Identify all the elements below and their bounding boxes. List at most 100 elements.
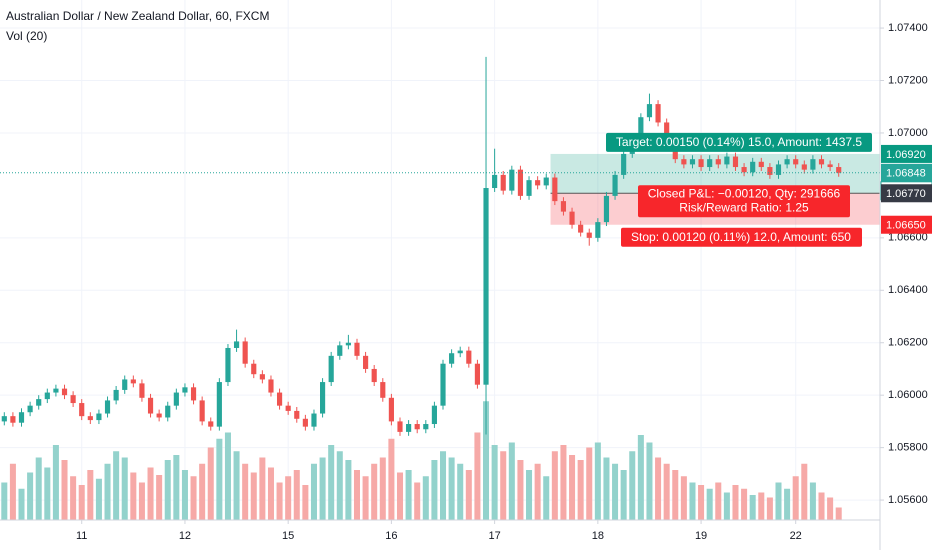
volume-bar: [27, 472, 34, 520]
candle-body: [1, 416, 7, 422]
x-tick-label: 16: [385, 530, 397, 542]
volume-bar: [35, 457, 42, 520]
candle-body: [233, 341, 240, 348]
volume-bar: [560, 445, 567, 520]
candle-body: [741, 167, 747, 173]
volume-bar: [95, 478, 102, 520]
candle-body: [715, 159, 721, 165]
volume-bar: [190, 476, 197, 520]
volume-bar: [758, 492, 765, 520]
candle-body: [793, 159, 799, 165]
volume-bar: [388, 438, 395, 520]
candle-body: [276, 392, 283, 406]
candle-body: [70, 395, 76, 404]
volume-bar: [199, 463, 206, 520]
candle-body: [535, 180, 541, 186]
volume-bar: [775, 482, 782, 520]
candle-body: [397, 421, 403, 432]
pnl-label-box: [638, 185, 850, 218]
candle-body: [543, 177, 549, 186]
volume-bar: [766, 497, 773, 520]
volume-bar: [474, 432, 481, 520]
candle-body: [655, 104, 661, 123]
ratio-label: Risk/Reward Ratio: 1.25: [679, 200, 809, 214]
candle-body: [345, 342, 351, 346]
volume-bar: [663, 463, 670, 520]
volume-bar: [276, 482, 283, 520]
candle-body: [621, 153, 627, 175]
volume-bar: [216, 438, 223, 520]
volume-bar: [646, 442, 653, 520]
volume-bar: [207, 447, 214, 520]
volume-bar: [78, 485, 85, 520]
candle-body: [689, 159, 696, 165]
y-tick-label: 1.05800: [888, 442, 928, 454]
candle-body: [363, 355, 369, 369]
volume-bar: [569, 455, 576, 520]
candle-body: [414, 424, 420, 430]
pnl-label: Closed P&L: −0.00120, Qty: 291666: [648, 186, 841, 200]
y-tick-label: 1.06400: [888, 284, 928, 296]
volume-bar: [603, 457, 610, 520]
volume-bar: [310, 463, 317, 520]
candle-body: [337, 345, 343, 356]
candle-body: [173, 392, 179, 406]
target-price: 1.06920: [886, 149, 926, 161]
candle-body: [681, 159, 687, 165]
chart-title: Australian Dollar / New Zealand Dollar, …: [6, 9, 269, 23]
volume-bar: [267, 467, 274, 520]
volume-bar: [164, 460, 171, 520]
volume-bar: [577, 460, 584, 520]
candle-body: [526, 180, 532, 196]
candle-body: [775, 164, 782, 175]
x-tick-label: 12: [179, 530, 191, 542]
volume-bar: [371, 463, 378, 520]
candle-body: [423, 424, 429, 430]
volume-bar: [500, 451, 507, 520]
volume-bar: [173, 455, 180, 520]
volume-bar: [448, 457, 455, 520]
x-tick-label: 11: [76, 530, 87, 542]
volume-bar: [586, 447, 593, 520]
candle-body: [509, 169, 515, 191]
candle-body: [208, 421, 214, 427]
candle-body: [44, 392, 50, 400]
candle-body: [698, 159, 704, 168]
candle-body: [104, 400, 111, 414]
volume-bar: [147, 467, 154, 520]
volume-bar: [1, 482, 8, 520]
candle-body: [251, 363, 257, 375]
x-tick-label: 17: [488, 530, 500, 542]
volume-bar: [637, 435, 644, 520]
volume-bar: [285, 476, 292, 520]
volume-bar: [293, 470, 300, 520]
candle-body: [199, 400, 205, 422]
candle-body: [578, 224, 584, 233]
volume-bar: [328, 445, 335, 520]
volume-bar: [250, 472, 257, 520]
volume-bar: [784, 488, 791, 520]
volume-bar: [138, 482, 145, 520]
candle-body: [182, 387, 188, 393]
entry-price-box: [881, 184, 932, 203]
volume-bar: [70, 476, 77, 520]
volume-bar: [259, 457, 266, 520]
volume-bar: [655, 457, 662, 520]
candle-body: [113, 389, 119, 401]
candle-body: [638, 117, 644, 139]
volume-bar: [723, 492, 730, 520]
candle-body: [707, 159, 713, 168]
candle-body: [603, 195, 610, 223]
candle-body: [552, 177, 558, 202]
volume-bar: [414, 482, 421, 520]
candle-body: [10, 416, 16, 423]
candle-body: [87, 416, 93, 421]
volume-bar: [431, 460, 438, 520]
volume-bar: [508, 442, 515, 520]
volume-bar: [319, 457, 326, 520]
candle-body: [79, 403, 85, 417]
stop-price: 1.06650: [886, 220, 926, 232]
x-tick-label: 15: [282, 530, 294, 542]
candle-body: [818, 159, 825, 165]
